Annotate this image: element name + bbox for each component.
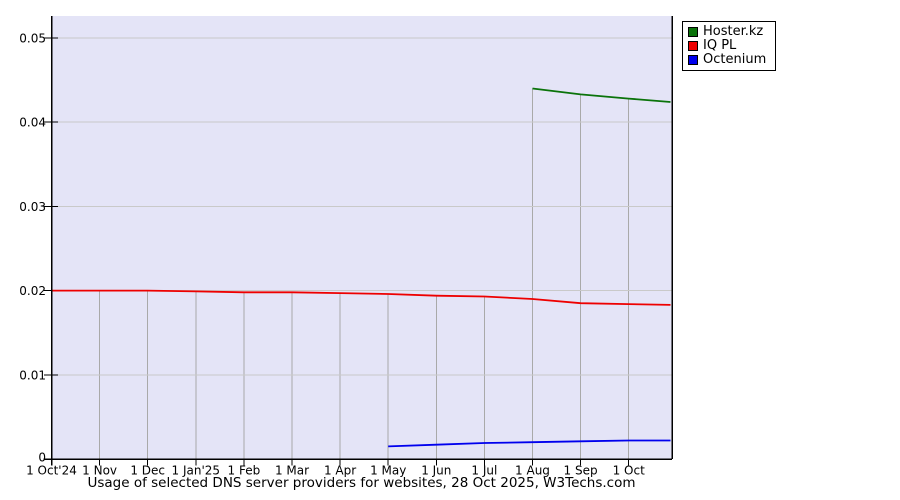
x-tick-label: 1 May [370, 464, 406, 478]
x-tick-label: 1 Dec [130, 464, 165, 478]
x-tick-label: 1 Jul [471, 464, 497, 478]
y-tick-label: 0.04 [19, 116, 46, 130]
series-line-hoster-kz [532, 87, 671, 103]
x-tick-label: 1 Nov [82, 464, 117, 478]
legend-item: IQ PL [688, 39, 771, 52]
x-tick-label: 1 Jan'25 [172, 464, 221, 478]
x-tick-label: 1 Mar [275, 464, 309, 478]
x-tick-label: 1 Oct'24 [26, 464, 77, 478]
series-line-iq-pl [51, 289, 671, 306]
legend: Hoster.kz IQ PL Octenium [682, 21, 776, 71]
legend-label: Octenium [703, 52, 767, 67]
plot-area [51, 16, 672, 459]
x-tick-label: 1 Apr [324, 464, 356, 478]
legend-item: Octenium [688, 53, 771, 66]
x-tick-label: 1 Jun [421, 464, 451, 478]
legend-label: IQ PL [703, 38, 737, 53]
y-tick-label: 0.02 [19, 284, 46, 298]
legend-item: Hoster.kz [688, 25, 771, 38]
x-tick-label: 1 Oct [613, 464, 645, 478]
y-tick-label: 0 [38, 451, 46, 465]
x-tick-label: 1 Sep [564, 464, 598, 478]
y-tick-label: 0.03 [19, 200, 46, 214]
x-tick-label: 1 Aug [515, 464, 550, 478]
y-tick-label: 0.05 [19, 32, 46, 46]
x-tick-label: 1 Feb [228, 464, 261, 478]
legend-swatch-icon [688, 26, 698, 37]
legend-label: Hoster.kz [703, 24, 764, 39]
chart-caption: Usage of selected DNS server providers f… [87, 475, 636, 491]
legend-swatch-icon [688, 54, 698, 65]
series-line-octenium [388, 439, 671, 448]
y-tick-label: 0.01 [19, 368, 46, 382]
legend-swatch-icon [688, 40, 698, 51]
